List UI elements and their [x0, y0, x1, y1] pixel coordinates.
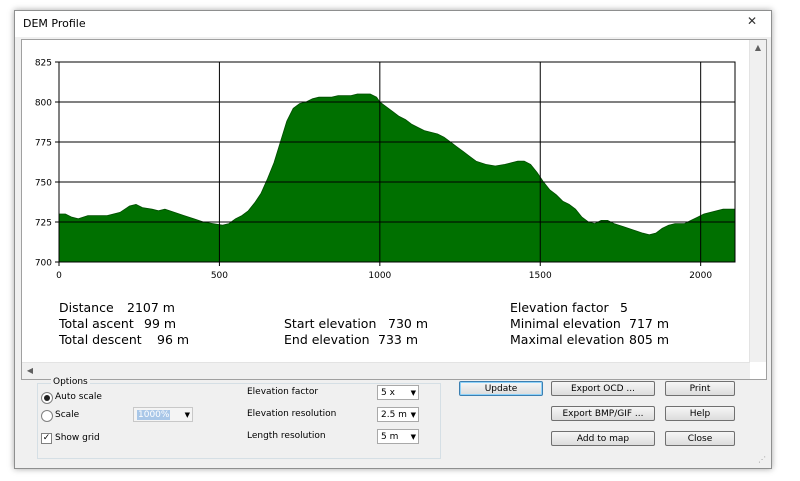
total-descent-label: Total descent [59, 332, 142, 347]
length-resolution-combobox[interactable]: 5 m ▼ [377, 429, 419, 444]
elevation-resolution-combobox[interactable]: 2.5 m ▼ [377, 407, 419, 422]
vertical-scrollbar[interactable]: ▲ [749, 40, 766, 362]
export-ocd-button[interactable]: Export OCD ... [551, 381, 655, 396]
close-button[interactable]: Close [665, 431, 735, 446]
start-elevation-label: Start elevation [284, 316, 377, 331]
maximal-elevation-label: Maximal elevation [510, 332, 625, 347]
update-button[interactable]: Update [459, 381, 543, 396]
resize-grip-icon[interactable]: ⋰ [758, 455, 766, 464]
elevation-profile-area [58, 93, 736, 263]
x-tick-label: 500 [211, 271, 228, 281]
y-tick-label: 800 [35, 99, 52, 109]
distance-value: 2107 m [127, 300, 175, 315]
help-button[interactable]: Help [665, 406, 735, 421]
maximal-elevation-value: 805 m [629, 332, 670, 347]
minimal-elevation-label: Minimal elevation [510, 316, 621, 331]
elevation-factor-combo-value: 5 x [381, 388, 395, 398]
start-elevation-value: 730 m [388, 316, 429, 331]
scroll-up-icon[interactable]: ▲ [754, 43, 762, 52]
y-tick-label: 750 [35, 179, 52, 189]
chevron-down-icon: ▼ [184, 411, 190, 419]
scroll-left-icon[interactable]: ◀ [26, 366, 34, 375]
print-button[interactable]: Print [665, 381, 735, 396]
x-tick-label: 1000 [368, 271, 391, 281]
length-resolution-value: 5 m [381, 432, 399, 442]
radio-selected-dot [44, 395, 50, 401]
elevation-factor-option-label: Elevation factor [247, 387, 319, 397]
y-tick-label: 700 [35, 259, 52, 269]
elevation-resolution-label: Elevation resolution [247, 409, 337, 419]
close-window-icon[interactable]: ✕ [746, 14, 758, 28]
x-tick-label: 0 [56, 271, 62, 281]
y-tick-label: 725 [35, 219, 52, 229]
x-tick-label: 1500 [529, 271, 552, 281]
dem-profile-window: DEM Profile ✕ 825 800 775 750 725 700 0 500 100… [14, 10, 772, 469]
scale-label[interactable]: Scale [55, 410, 80, 420]
chevron-down-icon: ▼ [410, 433, 416, 441]
options-group [37, 383, 441, 459]
elevation-factor-combobox[interactable]: 5 x ▼ [377, 385, 419, 400]
chevron-down-icon: ▼ [410, 411, 416, 419]
total-descent-value: 96 m [157, 332, 190, 347]
y-tick-label: 775 [35, 139, 52, 149]
distance-label: Distance [59, 300, 114, 315]
auto-scale-label[interactable]: Auto scale [55, 392, 102, 402]
scale-combobox[interactable]: 1000% ▼ [133, 407, 193, 422]
end-elevation-label: End elevation [284, 332, 370, 347]
scale-radio[interactable] [41, 410, 53, 422]
total-ascent-value: 99 m [144, 316, 177, 331]
plot-frame [58, 61, 736, 263]
elevation-profile-chart: 825 800 775 750 725 700 0 500 1000 1500 2000 [35, 59, 736, 281]
chevron-down-icon: ▼ [410, 389, 416, 397]
export-bmp-gif-button[interactable]: Export BMP/GIF ... [551, 406, 655, 421]
show-grid-label[interactable]: Show grid [55, 433, 100, 443]
end-elevation-value: 733 m [378, 332, 419, 347]
minimal-elevation-value: 717 m [629, 316, 670, 331]
window-title: DEM Profile [23, 17, 86, 30]
title-bar: DEM Profile ✕ [15, 11, 771, 37]
add-to-map-button[interactable]: Add to map [551, 431, 655, 446]
scale-value: 1000% [137, 410, 171, 420]
elevation-resolution-value: 2.5 m [381, 410, 407, 420]
x-tick-label: 2000 [689, 271, 712, 281]
auto-scale-radio[interactable] [41, 392, 53, 404]
length-resolution-label: Length resolution [247, 431, 326, 441]
show-grid-checkbox[interactable]: ✓ [41, 433, 52, 444]
profile-panel: 825 800 775 750 725 700 0 500 1000 1500 2000 Dist… [21, 39, 767, 380]
total-ascent-label: Total ascent [59, 316, 134, 331]
options-group-label: Options [51, 377, 90, 387]
horizontal-scrollbar[interactable]: ◀ [22, 362, 750, 379]
elevation-factor-label: Elevation factor [510, 300, 609, 315]
y-tick-label: 825 [35, 59, 52, 69]
elevation-factor-value: 5 [620, 300, 628, 315]
